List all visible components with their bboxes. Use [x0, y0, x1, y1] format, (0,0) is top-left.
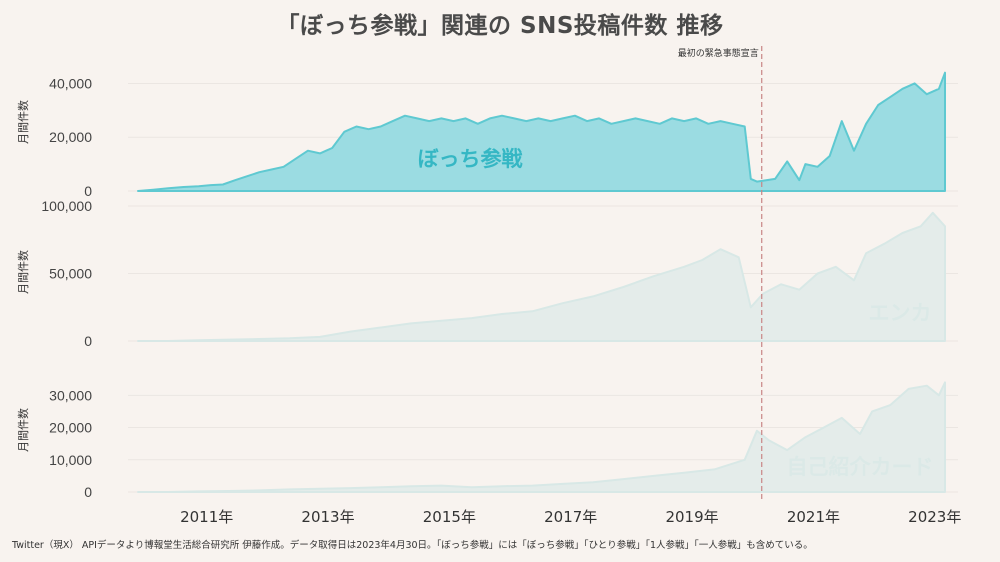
- chart-title: 「ぼっち参戦」関連の SNS投稿件数 推移: [276, 13, 724, 39]
- y-tick-label: 0: [84, 484, 92, 500]
- area-series-bottom: [137, 381, 946, 493]
- y-tick-label: 40,000: [49, 75, 92, 91]
- x-tick-label: 2013年: [301, 508, 354, 526]
- y-tick-label: 0: [84, 183, 92, 199]
- area-series-middle: [137, 211, 946, 342]
- x-tick-label: 2019年: [665, 508, 718, 526]
- area-series-top: [137, 71, 946, 192]
- y-tick-label: 10,000: [49, 452, 92, 468]
- series-label-top: ぼっち参戦: [418, 147, 523, 171]
- y-tick-label: 0: [84, 333, 92, 349]
- x-tick-label: 2023年: [908, 508, 961, 526]
- series-label-middle: エンカ: [869, 301, 932, 325]
- x-tick-label: 2011年: [180, 508, 233, 526]
- y-axis-label: 月間件数: [17, 408, 30, 452]
- y-tick-label: 50,000: [49, 266, 92, 282]
- x-tick-label: 2021年: [787, 508, 840, 526]
- y-tick-label: 20,000: [49, 129, 92, 145]
- event-marker-label: 最初の緊急事態宣言: [678, 47, 759, 59]
- y-tick-label: 30,000: [49, 387, 92, 403]
- y-tick-label: 100,000: [41, 198, 92, 214]
- series-label-bottom: 自己紹介カード: [787, 455, 934, 479]
- x-tick-label: 2017年: [544, 508, 597, 526]
- y-axis-label: 月間件数: [17, 250, 30, 294]
- footnote: Twitter（現X） APIデータより博報堂生活総合研究所 伊藤作成。データ取…: [12, 540, 813, 551]
- x-tick-label: 2015年: [423, 508, 476, 526]
- y-tick-label: 20,000: [49, 420, 92, 436]
- y-axis-label: 月間件数: [17, 100, 30, 144]
